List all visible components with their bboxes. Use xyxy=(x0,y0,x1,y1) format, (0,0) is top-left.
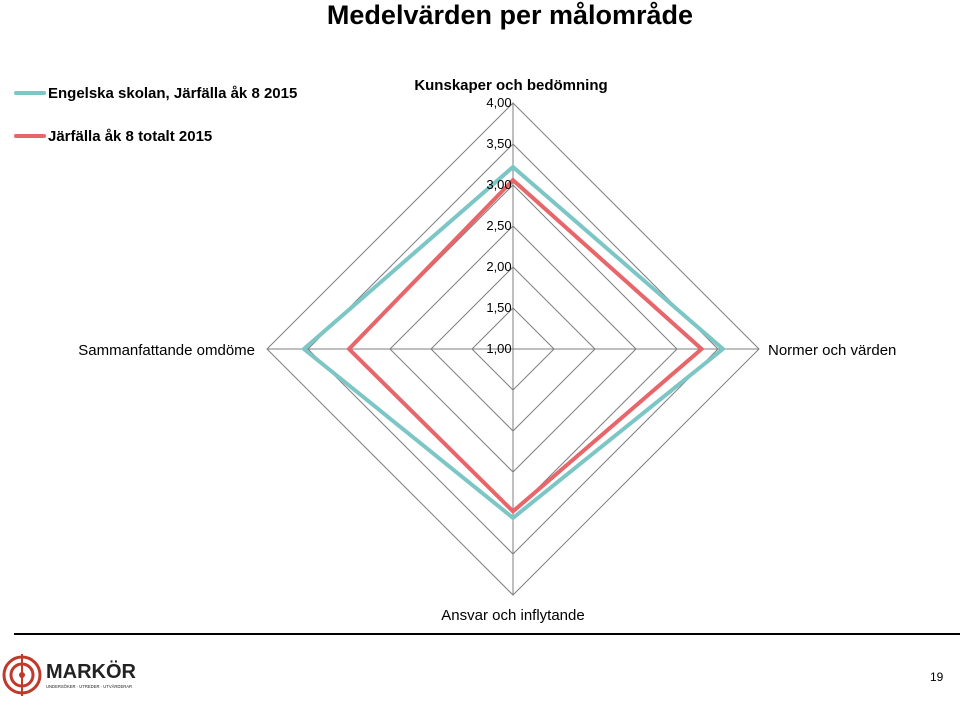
tick-label: 3,50 xyxy=(486,136,511,151)
axis-label: Sammanfattande omdöme xyxy=(78,342,255,359)
footer-divider xyxy=(14,633,960,635)
series-line-1 xyxy=(300,164,727,521)
legend-item-series-1: Engelska skolan, Järfälla åk 8 2015 xyxy=(14,82,297,104)
logo-wordmark: MARKÖR xyxy=(46,660,137,683)
tick-label: 4,00 xyxy=(486,95,511,110)
legend-swatch-series-1 xyxy=(14,91,46,95)
legend-item-series-2: Järfälla åk 8 totalt 2015 xyxy=(14,125,212,147)
page-number: 19 xyxy=(930,670,944,684)
series-line-2 xyxy=(346,177,705,515)
axis-label: Kunskaper och bedömning xyxy=(414,77,607,94)
tick-label: 2,50 xyxy=(486,218,511,233)
axis-label: Normer och värden xyxy=(768,342,896,359)
logo-tagline: UNDERSÖKER · UTREDER · UTVÄRDERAR xyxy=(46,684,132,689)
tick-label: 2,00 xyxy=(486,259,511,274)
tick-label: 1,00 xyxy=(486,341,511,356)
axis-label: Ansvar och inflytande xyxy=(441,607,584,624)
tick-label: 1,50 xyxy=(486,300,511,315)
tick-label: 3,00 xyxy=(486,177,511,192)
legend-label-series-1: Engelska skolan, Järfälla åk 8 2015 xyxy=(48,84,298,102)
legend-swatch-series-2 xyxy=(14,134,46,138)
slide-title: Medelvärden per målområde xyxy=(326,0,694,30)
target-icon xyxy=(2,654,42,696)
markor-logo: MARKÖR UNDERSÖKER · UTREDER · UTVÄRDERAR xyxy=(2,654,137,696)
legend-label-series-2: Järfälla åk 8 totalt 2015 xyxy=(48,127,213,145)
